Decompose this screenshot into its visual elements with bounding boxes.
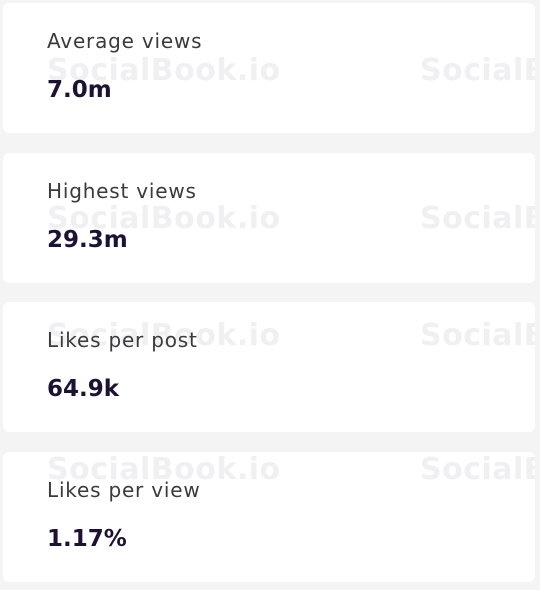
stat-card: SocialBook.ioSocialBook.ioAverage views7… <box>3 3 535 133</box>
watermark: SocialBook.io <box>47 452 281 487</box>
stat-value: 1.17% <box>47 526 127 552</box>
stat-card: SocialBook.ioSocialBook.ioLikes per post… <box>3 302 535 432</box>
watermark: SocialBook.io <box>420 53 535 88</box>
stat-label: Highest views <box>47 179 197 203</box>
watermark: SocialBook.io <box>47 201 281 236</box>
stat-value: 64.9k <box>47 376 120 402</box>
stat-label: Likes per post <box>47 328 198 352</box>
watermark: SocialBook.io <box>47 53 281 88</box>
stat-card: SocialBook.ioSocialBook.ioHighest views2… <box>3 153 535 283</box>
stat-value: 29.3m <box>47 227 128 253</box>
stat-card: SocialBook.ioSocialBook.ioLikes per view… <box>3 452 535 582</box>
stat-value: 7.0m <box>47 77 112 103</box>
stat-label: Likes per view <box>47 478 201 502</box>
watermark: SocialBook.io <box>420 318 535 353</box>
watermark: SocialBook.io <box>420 452 535 487</box>
watermark: SocialBook.io <box>420 201 535 236</box>
stat-label: Average views <box>47 29 203 53</box>
watermark: SocialBook.io <box>47 318 281 353</box>
